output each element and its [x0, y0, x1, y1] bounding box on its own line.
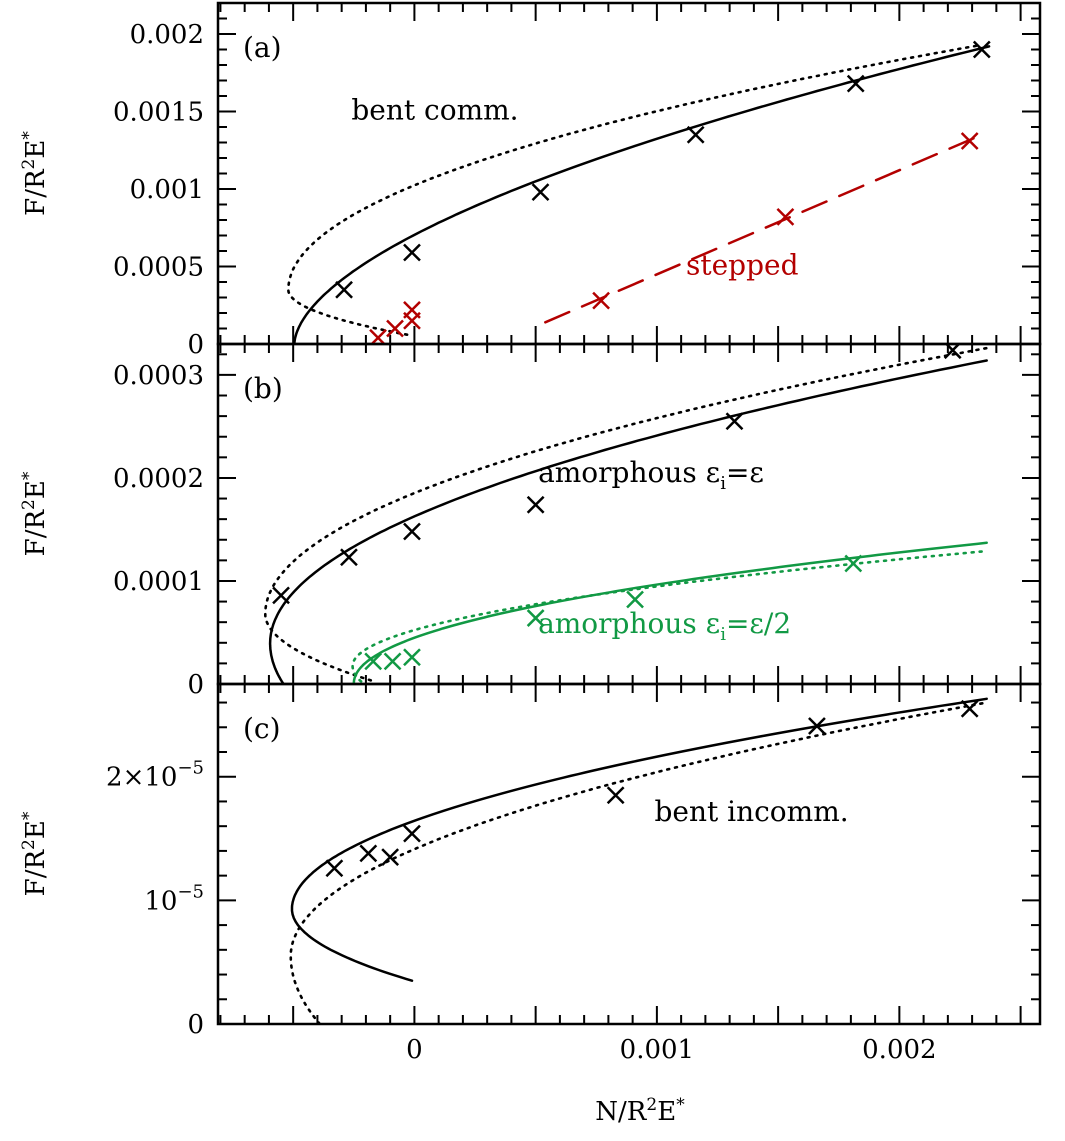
data-point — [606, 786, 625, 805]
data-point — [808, 717, 826, 735]
x-tick-label: 0.002 — [862, 1035, 936, 1065]
data-point — [592, 291, 610, 310]
y-tick-label: 0.0001 — [113, 567, 204, 597]
y-axis-title: F/R2E* — [19, 131, 51, 216]
data-point — [526, 495, 545, 514]
y-axis-title: F/R2E* — [19, 471, 51, 556]
data-point — [844, 554, 863, 573]
x-tick-label: 0 — [406, 1035, 423, 1065]
data-point — [364, 652, 383, 671]
y-tick-label: 0 — [187, 330, 204, 360]
y-tick-label: 10−5 — [144, 881, 204, 916]
series-line — [352, 541, 988, 684]
series-line — [290, 697, 988, 982]
y-tick-label: 0.0002 — [113, 464, 204, 494]
panel-label: (a) — [243, 31, 282, 64]
panel-c: 0 10−5 2×10−5 F/R2E* (c) bent incomm. — [19, 682, 1042, 1040]
data-point — [725, 412, 744, 431]
y-tick-label: 0 — [187, 670, 204, 700]
data-point — [340, 548, 358, 567]
data-point — [686, 125, 705, 144]
annotation: amorphous εi=ε/2 — [538, 607, 791, 645]
data-point — [386, 319, 404, 338]
series-line — [544, 136, 976, 324]
series-line — [268, 359, 988, 684]
data-point — [403, 243, 421, 262]
annotation: bent comm. — [351, 93, 518, 126]
data-point — [846, 74, 865, 93]
data-point — [626, 590, 644, 609]
x-axis-title: N/R2E* — [595, 1095, 685, 1127]
panel-label: (b) — [243, 372, 283, 405]
data-point — [359, 844, 378, 863]
y-axis-title: F/R2E* — [19, 811, 51, 896]
series-line — [286, 43, 984, 336]
data-point — [526, 609, 545, 627]
annotation: stepped — [686, 248, 799, 281]
data-point — [531, 183, 550, 201]
series-line — [351, 549, 988, 683]
plot-area — [286, 40, 991, 344]
data-point — [403, 648, 421, 667]
y-tick-label: 0.0003 — [113, 361, 204, 391]
data-point — [943, 344, 962, 360]
x-tick-label: 0.001 — [620, 1035, 694, 1065]
series-line — [289, 701, 988, 1024]
series-line — [264, 346, 988, 682]
data-point — [403, 522, 421, 541]
data-point — [383, 652, 402, 671]
data-point — [272, 586, 290, 605]
y-tick-label: 2×10−5 — [106, 758, 204, 793]
panel-a: 0 0.0005 0.001 0.0015 0.002 F/R2E* (a) bent com… — [19, 1, 1042, 360]
annotation: amorphous εi=ε — [538, 456, 764, 494]
panel-label: (c) — [243, 712, 281, 745]
panel-b: 0 0.0001 0.0002 0.0003 F/R2E* (b) amorphous εi… — [19, 342, 1042, 700]
y-tick-label: 0.0005 — [113, 253, 204, 283]
panel-frame — [216, 682, 1042, 1026]
plot-area — [289, 697, 988, 1024]
y-tick-label: 0.0015 — [113, 98, 204, 128]
data-point — [381, 848, 400, 866]
y-tick-label: 0.001 — [130, 175, 204, 205]
data-point — [960, 132, 979, 150]
data-point — [325, 859, 344, 878]
data-point — [972, 40, 991, 59]
data-point — [335, 280, 353, 299]
plot-area — [264, 344, 988, 684]
data-point — [403, 824, 421, 843]
data-point — [403, 301, 421, 319]
data-point — [960, 699, 979, 718]
data-point — [776, 208, 795, 226]
series-line — [293, 45, 991, 344]
y-tick-label: 0 — [187, 1010, 204, 1040]
annotation: bent incomm. — [654, 795, 848, 828]
y-tick-label: 0.002 — [130, 20, 204, 50]
